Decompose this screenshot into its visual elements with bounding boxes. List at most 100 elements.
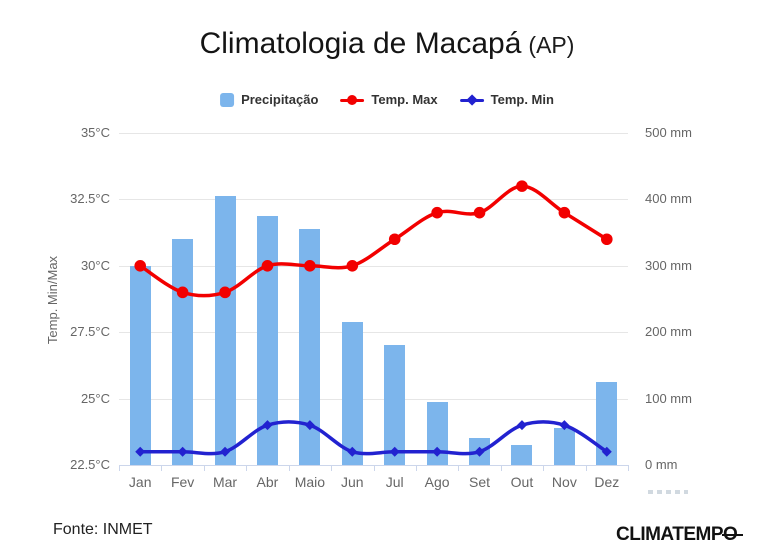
- temp-max-point-jul: [388, 233, 401, 246]
- bar-maio: [299, 229, 321, 465]
- month-label: Set: [469, 474, 491, 490]
- bar-ago: [426, 401, 448, 465]
- month-label: Jul: [385, 474, 404, 490]
- month-label: Maio: [294, 474, 326, 490]
- bar-mar: [214, 196, 236, 465]
- chart-title: Climatologia de Macapá (AP): [0, 27, 774, 61]
- left-axis-tick-label: 30°C: [80, 257, 110, 273]
- month-label: Nov: [551, 474, 577, 490]
- gridline: [119, 398, 628, 400]
- left-axis-tick-label: 25°C: [80, 390, 110, 406]
- bar-dez: [596, 382, 618, 465]
- climatempo-logo-text: CLIMATEMP: [616, 524, 724, 545]
- bar-jan: [129, 265, 151, 465]
- temp-max-point-dez: [600, 233, 613, 246]
- bar-jul: [384, 345, 406, 465]
- temp-min-point-fev: [177, 446, 188, 457]
- month-label: Jan: [128, 474, 152, 490]
- right-axis-tick-label: 100 mm: [645, 390, 692, 406]
- temp-min-point-set: [474, 446, 485, 457]
- temp-min-point-out: [516, 420, 527, 431]
- x-axis-tick: [161, 466, 163, 471]
- month-label: Fev: [170, 474, 195, 490]
- left-axis-tick-label: 22.5°C: [70, 457, 110, 472]
- x-axis-tick: [288, 466, 290, 471]
- left-axis-tick-label: 35°C: [80, 125, 110, 140]
- bar-nov: [553, 428, 575, 465]
- legend-label: Temp. Min: [490, 92, 554, 107]
- temp-max-point-out: [516, 180, 528, 192]
- temp-max-point-mar: [219, 286, 231, 299]
- temp-min-point-jan: [135, 446, 146, 457]
- chart-title-main: Climatologia de Macapá: [199, 27, 522, 60]
- x-axis-tick: [373, 466, 375, 471]
- left-axis-tick-label: 27.5°C: [70, 324, 110, 340]
- temp-max-point-maio: [304, 260, 316, 272]
- source-note: Fonte: INMET: [53, 521, 153, 538]
- temp-max-point-nov: [558, 206, 571, 219]
- x-axis-tick: [585, 466, 587, 471]
- x-axis-tick: [458, 466, 460, 471]
- temp-max-point-jun: [346, 260, 359, 272]
- climatempo-logo-crossed-o: O: [722, 524, 744, 545]
- x-axis-tick: [203, 466, 205, 471]
- plot-area: [119, 133, 628, 465]
- temp-max-marker-icon: [340, 93, 365, 107]
- legend-label: Temp. Max: [371, 92, 438, 107]
- temp-min-point-dez: [601, 446, 612, 457]
- precipitation-swatch-icon: [220, 92, 235, 107]
- temp-max-line: [138, 184, 609, 298]
- bar-fev: [172, 239, 194, 465]
- x-axis-tick: [331, 466, 333, 471]
- x-axis-tick: [543, 466, 545, 471]
- x-axis-tick: [246, 466, 248, 471]
- x-axis-tick: [628, 466, 629, 471]
- month-label: Ago: [424, 474, 450, 490]
- temperature-lines: [134, 180, 613, 457]
- right-axis-tick-label: 0 mm: [645, 457, 678, 472]
- temp-min-point-nov: [559, 420, 570, 431]
- gridline: [119, 332, 628, 334]
- gridline: [119, 199, 628, 201]
- bar-abr: [256, 216, 278, 465]
- temp-max-point-ago: [431, 206, 443, 219]
- legend: Precipitação Temp. Max Temp. Min: [220, 92, 554, 107]
- temp-min-point-mar: [220, 446, 231, 457]
- right-axis-tick-label: 300 mm: [645, 257, 692, 273]
- temp-max-point-jan: [134, 260, 147, 272]
- legend-item-temp-max[interactable]: Temp. Max: [340, 92, 438, 107]
- temp-max-point-set: [473, 206, 486, 219]
- legend-item-temp-min[interactable]: Temp. Min: [459, 92, 554, 107]
- right-axis-tick-label: 400 mm: [645, 191, 692, 207]
- x-axis-tick: [119, 466, 120, 471]
- temp-max-point-abr: [261, 260, 274, 272]
- temp-min-point-ago: [432, 446, 443, 457]
- temp-min-marker-icon: [459, 93, 484, 107]
- gridline: [119, 265, 628, 267]
- chart-title-suffix: (AP): [528, 32, 575, 58]
- month-label: Out: [510, 474, 534, 490]
- x-axis-tick: [500, 466, 502, 471]
- temp-min-point-abr: [262, 420, 273, 431]
- month-label: Jun: [340, 474, 364, 490]
- right-axis-tick-label: 200 mm: [645, 324, 692, 340]
- temp-min-point-jul: [389, 446, 400, 457]
- bar-out: [511, 445, 533, 465]
- climatempo-logo: CLIMATEMPO: [616, 524, 744, 546]
- right-axis-tick-label: 500 mm: [645, 125, 692, 140]
- month-label: Abr: [256, 474, 279, 490]
- legend-item-precipitacao[interactable]: Precipitação: [220, 92, 318, 107]
- gridline: [119, 133, 628, 134]
- temp-max-point-fev: [176, 286, 189, 299]
- month-label: Mar: [212, 474, 238, 490]
- temp-min-point-jun: [347, 446, 358, 457]
- left-axis-tick-label: 32.5°C: [70, 191, 110, 207]
- x-axis-tick: [415, 466, 417, 471]
- x-axis-line: [119, 465, 629, 466]
- legend-label: Precipitação: [241, 92, 319, 107]
- bar-jun: [341, 322, 363, 465]
- month-label: Dez: [594, 474, 620, 490]
- temp-min-line: [138, 420, 609, 456]
- temp-min-point-maio: [304, 420, 315, 431]
